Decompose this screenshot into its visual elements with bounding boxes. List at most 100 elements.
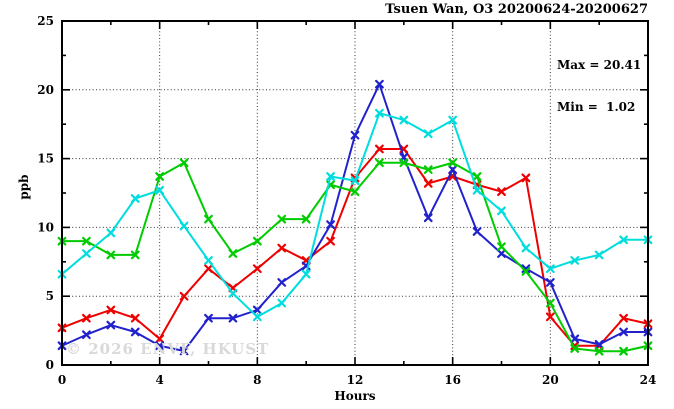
marker-red xyxy=(326,236,335,246)
marker-blue xyxy=(448,165,458,175)
marker-cyan xyxy=(179,221,189,231)
marker-cyan xyxy=(277,298,287,308)
marker-blue xyxy=(82,330,91,340)
y-tick-label: 10 xyxy=(37,220,54,234)
marker-cyan xyxy=(155,185,165,195)
x-tick-label: 12 xyxy=(347,373,364,387)
marker-cyan xyxy=(375,108,384,118)
chart-title: Tsuen Wan, O3 20200624-20200627 xyxy=(385,2,648,17)
marker-green xyxy=(594,346,604,356)
marker-cyan xyxy=(301,269,311,279)
marker-blue xyxy=(252,305,262,315)
x-tick-label: 8 xyxy=(253,373,261,387)
marker-cyan xyxy=(448,115,458,125)
marker-blue xyxy=(375,79,384,89)
y-axis-label: ppb xyxy=(17,174,31,200)
marker-red xyxy=(545,312,555,322)
marker-green xyxy=(228,249,238,258)
marker-blue xyxy=(619,327,628,337)
marker-blue xyxy=(497,249,506,258)
marker-blue xyxy=(204,313,213,323)
x-tick-label: 0 xyxy=(58,373,66,387)
plot-frame xyxy=(61,20,649,366)
marker-blue xyxy=(155,341,165,351)
marker-green xyxy=(301,214,311,224)
marker-blue xyxy=(277,278,287,287)
marker-green xyxy=(399,158,409,168)
y-tick-label: 25 xyxy=(37,14,54,28)
y-tick-label: 15 xyxy=(37,152,54,166)
x-tick-label: 16 xyxy=(444,373,461,387)
marker-red xyxy=(130,313,140,323)
marker-blue xyxy=(570,334,580,344)
marker-green xyxy=(472,172,482,181)
marker-green xyxy=(448,158,458,168)
x-tick-label: 20 xyxy=(542,373,559,387)
marker-green xyxy=(375,158,384,168)
marker-green xyxy=(497,242,506,252)
marker-cyan xyxy=(350,176,360,186)
marker-blue xyxy=(179,346,189,356)
marker-cyan xyxy=(130,194,140,203)
marker-red xyxy=(521,173,531,183)
marker-red xyxy=(252,264,262,274)
marker-green xyxy=(619,346,628,356)
marker-red xyxy=(179,291,189,301)
marker-green xyxy=(179,158,189,168)
marker-green xyxy=(521,267,531,276)
marker-red xyxy=(423,178,433,188)
marker-blue xyxy=(521,264,531,274)
marker-blue xyxy=(472,227,482,236)
marker-green xyxy=(155,172,165,181)
marker-green xyxy=(82,236,91,246)
marker-cyan xyxy=(594,250,604,260)
marker-cyan xyxy=(521,243,531,253)
marker-red xyxy=(82,313,91,323)
y-tick-label: 20 xyxy=(37,83,54,97)
marker-green xyxy=(130,250,140,260)
marker-cyan xyxy=(326,172,335,181)
marker-cyan xyxy=(570,256,580,265)
marker-green xyxy=(545,298,555,308)
marker-red xyxy=(619,313,628,323)
marker-blue xyxy=(106,320,116,330)
marker-green xyxy=(570,344,580,353)
marker-cyan xyxy=(545,264,555,274)
x-tick-label: 4 xyxy=(155,373,163,387)
marker-blue xyxy=(350,130,360,140)
legend-max: Max = 20.41 xyxy=(557,58,642,72)
y-tick-label: 5 xyxy=(46,289,54,303)
marker-cyan xyxy=(228,289,238,298)
marker-blue xyxy=(423,213,433,223)
marker-blue xyxy=(228,313,238,323)
marker-cyan xyxy=(106,228,116,238)
marker-blue xyxy=(130,327,140,337)
marker-cyan xyxy=(423,129,433,139)
marker-red xyxy=(497,187,506,197)
marker-green xyxy=(350,187,360,197)
marker-blue xyxy=(545,278,555,287)
marker-green xyxy=(106,250,116,260)
marker-cyan xyxy=(82,249,91,258)
marker-cyan xyxy=(619,235,628,245)
marker-green xyxy=(204,214,213,224)
x-tick-label: 24 xyxy=(640,373,657,387)
marker-green xyxy=(423,165,433,175)
y-tick-label: 0 xyxy=(46,358,54,372)
marker-cyan xyxy=(204,256,213,265)
watermark: © 2026 ENVF, HKUST xyxy=(66,340,270,358)
legend-maxmin: Max = 20.41 Min = 1.02 xyxy=(557,30,641,142)
marker-green xyxy=(277,214,287,224)
marker-cyan xyxy=(497,206,506,216)
marker-red xyxy=(204,264,213,274)
marker-cyan xyxy=(472,185,482,195)
marker-red xyxy=(155,334,165,344)
marker-red xyxy=(277,243,287,253)
marker-green xyxy=(252,236,262,246)
marker-blue xyxy=(326,220,335,230)
marker-cyan xyxy=(252,312,262,322)
marker-red xyxy=(375,144,384,154)
marker-red xyxy=(106,305,116,315)
